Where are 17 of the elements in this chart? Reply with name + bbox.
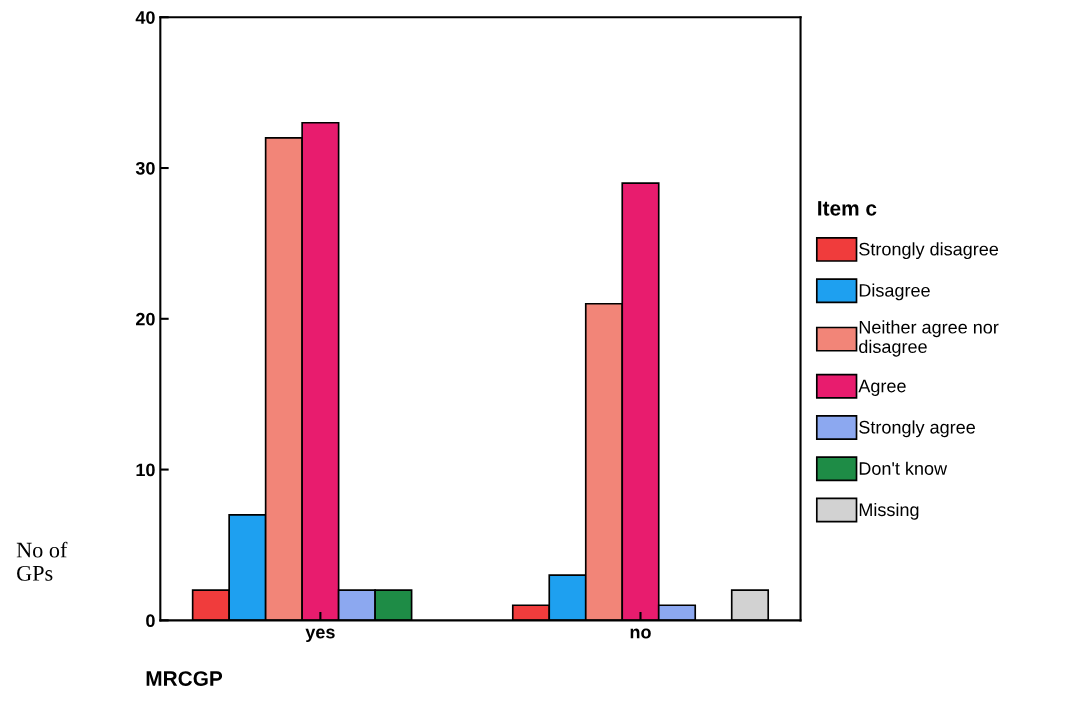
legend-label: Disagree	[859, 283, 930, 301]
x-tick-label: yes	[305, 628, 335, 643]
y-axis-title: No of GPs	[16, 541, 68, 581]
legend-label: Missing	[859, 502, 919, 520]
x-tick-label: no	[630, 628, 651, 639]
y-tick-label: 10	[136, 463, 155, 477]
y-tick-label: 30	[135, 161, 155, 175]
y-tick-label: 20	[136, 312, 155, 326]
legend-label: Strongly disagree	[859, 242, 999, 260]
legend-label: Strongly agree	[859, 420, 975, 438]
legend-label: Agree	[858, 379, 906, 396]
y-tick-label: 0	[146, 614, 155, 628]
y-tick-label: 40	[135, 11, 155, 24]
legend-title: Item c	[818, 201, 877, 216]
x-axis-title: MRCGP	[146, 671, 223, 686]
legend-label: Neither agree nor disagree	[859, 320, 999, 357]
legend-label: Don't know	[859, 461, 948, 475]
